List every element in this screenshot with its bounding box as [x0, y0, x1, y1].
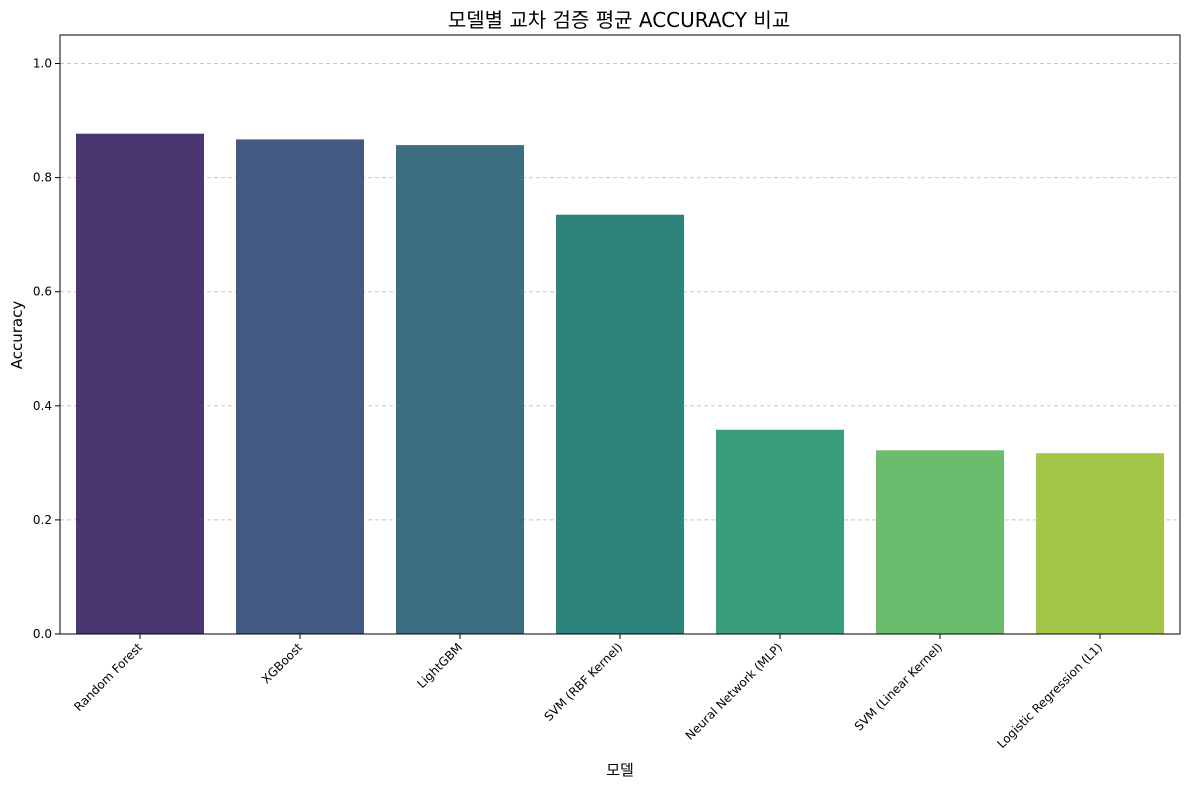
bar-svm-rbf-kernel — [556, 215, 684, 634]
chart-title: 모델별 교차 검증 평균 ACCURACY 비교 — [448, 8, 790, 32]
y-tick-label: 0.6 — [33, 285, 52, 299]
bar-logistic-regression-l1 — [1036, 453, 1164, 634]
y-tick-label: 0.0 — [33, 627, 52, 641]
y-tick-label: 0.4 — [33, 399, 52, 413]
y-tick-label: 0.2 — [33, 513, 52, 527]
x-axis-label: 모델 — [606, 761, 634, 779]
bar-lightgbm — [396, 145, 524, 634]
y-tick-label: 1.0 — [33, 57, 52, 71]
bar-svm-linear-kernel — [876, 450, 1004, 634]
bar-neural-network-mlp — [716, 430, 844, 634]
y-axis-label: Accuracy — [8, 301, 26, 370]
y-tick-label: 0.8 — [33, 171, 52, 185]
bar-xgboost — [236, 139, 364, 634]
bar-random-forest — [76, 134, 204, 634]
